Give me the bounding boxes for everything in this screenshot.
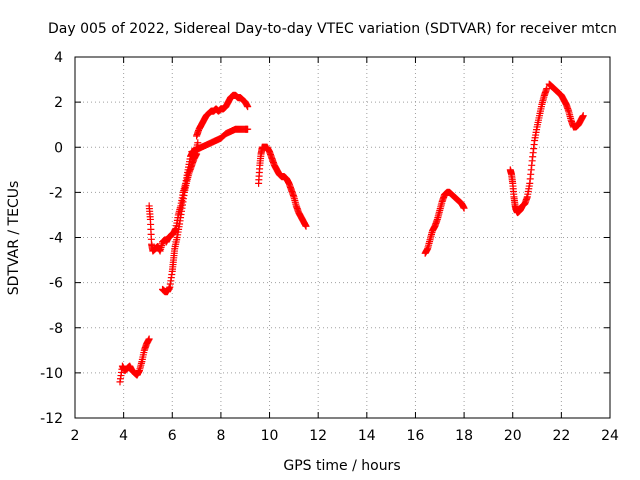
x-tick-label: 14: [358, 428, 376, 444]
y-tick-label: -6: [49, 276, 63, 292]
data-point: [145, 335, 153, 343]
data-point: [244, 125, 252, 133]
x-tick-label: 12: [309, 428, 327, 444]
data-point: [543, 85, 551, 93]
x-tick-label: 2: [71, 428, 80, 444]
data-point: [460, 204, 468, 212]
chart-title: Day 005 of 2022, Sidereal Day-to-day VTE…: [48, 21, 617, 37]
x-tick-label: 4: [119, 428, 128, 444]
data-point: [244, 103, 252, 111]
grid: [75, 57, 610, 418]
x-tick-label: 16: [407, 428, 425, 444]
x-tick-label: 8: [216, 428, 225, 444]
data-markers: [116, 80, 587, 386]
y-tick-label: 2: [54, 95, 63, 111]
y-axis-label: SDTVAR / TECUs: [6, 181, 22, 296]
y-tick-label: -8: [49, 321, 63, 337]
x-tick-label: 24: [601, 428, 619, 444]
y-tick-label: -4: [49, 231, 63, 247]
x-tick-label: 22: [552, 428, 570, 444]
x-tick-label: 20: [504, 428, 522, 444]
y-tick-label: -10: [40, 366, 63, 382]
x-tick-label: 10: [261, 428, 279, 444]
x-axis-label: GPS time / hours: [283, 458, 400, 474]
data-point: [302, 222, 310, 230]
y-tick-label: 4: [54, 50, 63, 66]
y-tick-label: -2: [49, 185, 63, 201]
data-point: [194, 139, 202, 147]
y-tick-label: 0: [54, 140, 63, 156]
x-tick-label: 18: [455, 428, 473, 444]
x-tick-label: 6: [168, 428, 177, 444]
y-tick-label: -12: [40, 411, 63, 427]
data-point: [579, 112, 587, 120]
